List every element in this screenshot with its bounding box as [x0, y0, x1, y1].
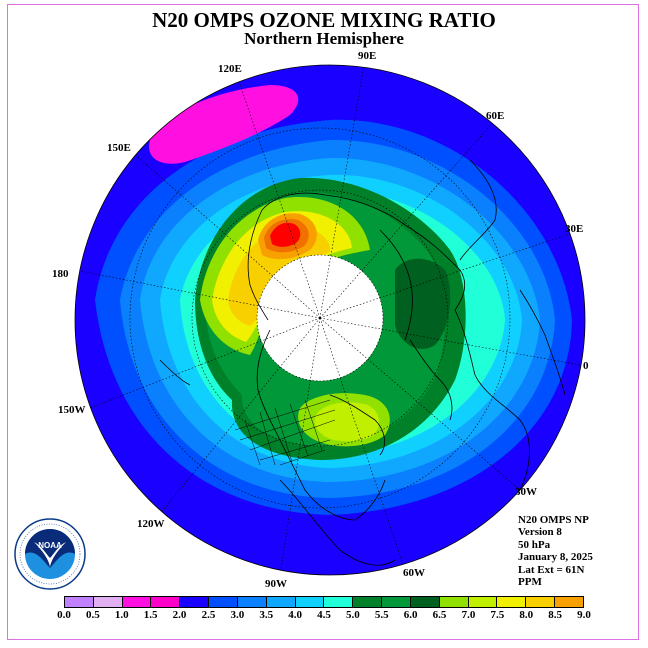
image-frame	[7, 4, 639, 640]
color-bar-ticks: 0.0 0.5 1.0 1.5 2.0 2.5 3.0 3.5 4.0 4.5 5.0 5.5 6.0 6…	[57, 609, 591, 623]
color-swatch	[497, 597, 527, 607]
color-swatch	[266, 597, 296, 607]
info-date: January 8, 2025	[518, 551, 593, 564]
color-swatch	[526, 597, 556, 607]
color-bar-tick-label: 2.5	[201, 609, 216, 621]
color-bar-tick-label: 8.5	[548, 609, 562, 621]
map-subtitle: Northern Hemisphere	[244, 29, 404, 48]
color-swatch	[555, 597, 583, 607]
color-bar-tick-label: 7.5	[490, 609, 505, 621]
info-version: Version 8	[518, 526, 562, 539]
lon-label-30w: 30W	[515, 486, 537, 498]
lon-label-150e: 150E	[107, 142, 131, 154]
lon-label-30e: 30E	[565, 223, 584, 235]
color-swatch	[295, 597, 325, 607]
color-bar-tick-label: 0.5	[86, 609, 100, 621]
color-swatch	[237, 597, 267, 607]
graticule	[75, 65, 581, 575]
coastlines	[159, 159, 566, 566]
color-swatch	[353, 597, 383, 607]
color-bar-tick-label: 3.5	[259, 609, 274, 621]
color-swatch	[122, 597, 152, 607]
color-bar-tick-label: 2.0	[172, 609, 187, 621]
color-bar-tick-label: 6.5	[432, 609, 447, 621]
color-swatch	[468, 597, 498, 607]
product-info: N20 OMPS NP Version 8 50 hPa January 8, …	[518, 514, 593, 588]
color-swatch	[209, 597, 238, 607]
lon-label-90e: 90E	[358, 50, 377, 62]
lon-label-0: 0	[583, 360, 589, 372]
map-boundary	[74, 64, 586, 576]
color-bar-tick-label: 6.0	[403, 609, 418, 621]
noaa-logo: NOAA	[14, 518, 86, 590]
lon-label-60e: 60E	[486, 110, 505, 122]
contour-band-1-0	[149, 85, 299, 164]
lon-label-60w: 60W	[403, 567, 425, 579]
contour-band-8-0	[270, 222, 301, 247]
color-bar-tick-label: 4.5	[317, 609, 331, 621]
color-bar-tick-label: 8.0	[519, 609, 534, 621]
color-swatch	[439, 597, 469, 607]
lon-label-150w: 150W	[58, 404, 86, 416]
color-bar-tick-label: 9.0	[577, 609, 591, 621]
color-swatch	[324, 597, 354, 607]
lon-label-90w: 90W	[265, 578, 287, 590]
color-bar-tick-label: 5.0	[346, 609, 360, 621]
color-swatch	[151, 597, 181, 607]
color-bar-tick-label: 0.0	[57, 609, 71, 621]
color-swatch	[65, 597, 94, 607]
color-bar-tick-label: 7.0	[461, 609, 476, 621]
lon-label-120w: 120W	[137, 518, 165, 530]
color-swatch	[180, 597, 210, 607]
info-product: N20 OMPS NP	[518, 514, 589, 526]
color-swatch	[410, 597, 440, 607]
color-bar-tick-label: 5.5	[374, 609, 389, 621]
info-units: PPM	[518, 576, 542, 589]
color-bar	[64, 596, 584, 608]
lon-label-120e: 120E	[218, 63, 242, 75]
color-bar-tick-label: 1.0	[114, 609, 129, 621]
color-swatch	[93, 597, 123, 607]
color-swatch	[382, 597, 411, 607]
hatched-region	[234, 399, 336, 466]
info-level: 50 hPa	[518, 538, 551, 551]
color-bar-tick-label: 3.0	[230, 609, 245, 621]
color-bar-tick-label: 4.0	[288, 609, 302, 621]
contour-band-6-0b	[314, 402, 380, 442]
info-lat-ext: Lat Ext = 61N	[518, 563, 585, 576]
map-title: N20 OMPS OZONE MIXING RATIO	[152, 8, 496, 32]
lon-label-180: 180	[52, 268, 69, 280]
noaa-logo-text: NOAA	[38, 541, 62, 550]
color-bar-tick-label: 1.5	[143, 609, 158, 621]
